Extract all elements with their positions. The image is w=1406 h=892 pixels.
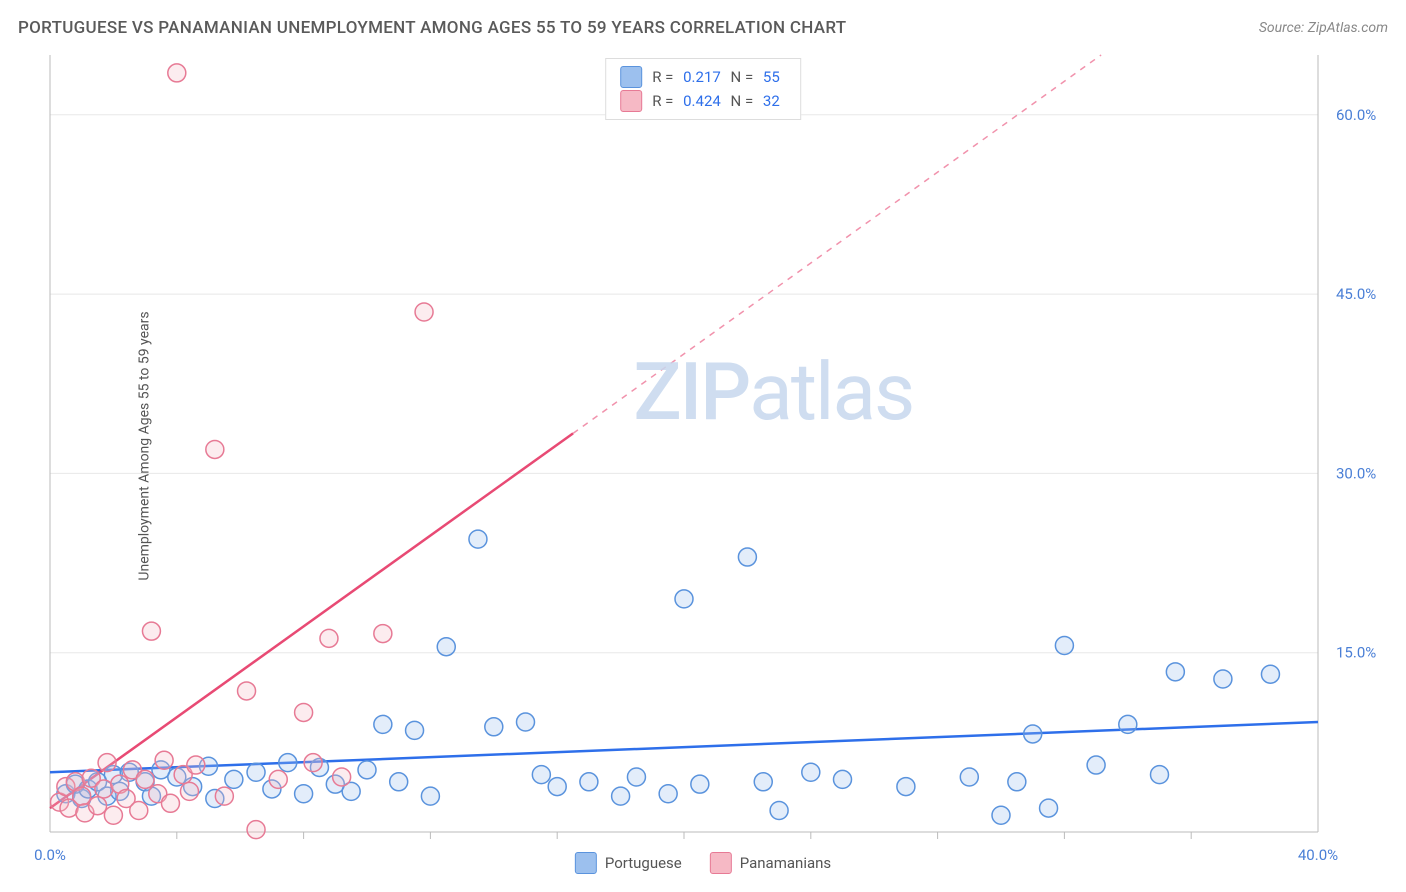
data-point bbox=[627, 768, 645, 786]
data-point bbox=[802, 763, 820, 781]
data-point bbox=[374, 715, 392, 733]
data-point bbox=[415, 303, 433, 321]
data-point bbox=[73, 787, 91, 805]
data-point bbox=[180, 782, 198, 800]
data-point bbox=[754, 773, 772, 791]
data-point bbox=[98, 754, 116, 772]
data-point bbox=[1055, 637, 1073, 655]
data-point bbox=[691, 775, 709, 793]
swatch-portuguese bbox=[620, 66, 642, 88]
data-point bbox=[517, 713, 535, 731]
data-point bbox=[548, 778, 566, 796]
data-point bbox=[168, 64, 186, 82]
data-point bbox=[295, 785, 313, 803]
data-point bbox=[333, 768, 351, 786]
data-point bbox=[279, 754, 297, 772]
data-point bbox=[485, 718, 503, 736]
svg-text:30.0%: 30.0% bbox=[1336, 464, 1376, 482]
data-point bbox=[187, 756, 205, 774]
legend-label-panamanians: Panamanians bbox=[740, 854, 831, 872]
data-point bbox=[1214, 670, 1232, 688]
data-point bbox=[675, 590, 693, 608]
data-point bbox=[238, 682, 256, 700]
data-point bbox=[269, 770, 287, 788]
data-point bbox=[304, 754, 322, 772]
data-point bbox=[1087, 756, 1105, 774]
data-point bbox=[215, 787, 233, 805]
data-point bbox=[960, 768, 978, 786]
data-point bbox=[897, 778, 915, 796]
legend-stats: R = 0.217 N = 55 R = 0.424 N = 32 bbox=[605, 58, 801, 120]
data-point bbox=[659, 785, 677, 803]
plot-area: 15.0%30.0%45.0%60.0%0.0%40.0% bbox=[50, 55, 1318, 832]
data-point bbox=[1151, 766, 1169, 784]
data-point bbox=[770, 801, 788, 819]
stat-text-portuguese: R = 0.217 N = 55 bbox=[652, 65, 786, 89]
swatch-portuguese-bottom bbox=[575, 852, 597, 874]
legend-row-panamanians: R = 0.424 N = 32 bbox=[620, 89, 786, 113]
data-point bbox=[358, 761, 376, 779]
data-point bbox=[104, 806, 122, 824]
data-point bbox=[247, 763, 265, 781]
data-point bbox=[206, 440, 224, 458]
data-point bbox=[532, 766, 550, 784]
data-point bbox=[437, 638, 455, 656]
data-point bbox=[295, 703, 313, 721]
data-point bbox=[1024, 725, 1042, 743]
data-point bbox=[469, 530, 487, 548]
data-point bbox=[834, 770, 852, 788]
data-point bbox=[1008, 773, 1026, 791]
svg-text:0.0%: 0.0% bbox=[34, 846, 66, 864]
legend-series: Portuguese Panamanians bbox=[575, 852, 831, 874]
data-point bbox=[374, 625, 392, 643]
legend-item-panamanians: Panamanians bbox=[710, 852, 831, 874]
data-point bbox=[155, 751, 173, 769]
svg-text:40.0%: 40.0% bbox=[1298, 846, 1338, 864]
data-point bbox=[390, 773, 408, 791]
data-point bbox=[421, 787, 439, 805]
data-point bbox=[406, 721, 424, 739]
data-point bbox=[320, 629, 338, 647]
data-point bbox=[1040, 799, 1058, 817]
data-point bbox=[130, 801, 148, 819]
source-label: Source: ZipAtlas.com bbox=[1259, 20, 1388, 36]
data-point bbox=[89, 797, 107, 815]
data-point bbox=[612, 787, 630, 805]
swatch-panamanians-bottom bbox=[710, 852, 732, 874]
data-point bbox=[142, 622, 160, 640]
data-point bbox=[1261, 665, 1279, 683]
legend-item-portuguese: Portuguese bbox=[575, 852, 682, 874]
data-point bbox=[992, 806, 1010, 824]
svg-text:60.0%: 60.0% bbox=[1336, 106, 1376, 124]
swatch-panamanians bbox=[620, 90, 642, 112]
data-point bbox=[161, 794, 179, 812]
svg-text:15.0%: 15.0% bbox=[1336, 644, 1376, 662]
data-point bbox=[1119, 715, 1137, 733]
svg-text:45.0%: 45.0% bbox=[1336, 285, 1376, 303]
stat-text-panamanians: R = 0.424 N = 32 bbox=[652, 89, 786, 113]
data-point bbox=[1166, 663, 1184, 681]
data-point bbox=[136, 770, 154, 788]
data-point bbox=[247, 821, 265, 839]
legend-label-portuguese: Portuguese bbox=[605, 854, 682, 872]
data-point bbox=[738, 548, 756, 566]
legend-row-portuguese: R = 0.217 N = 55 bbox=[620, 65, 786, 89]
data-point bbox=[580, 773, 598, 791]
chart-title: PORTUGUESE VS PANAMANIAN UNEMPLOYMENT AM… bbox=[18, 18, 846, 38]
chart-svg: 15.0%30.0%45.0%60.0%0.0%40.0% bbox=[50, 55, 1318, 832]
data-point bbox=[225, 770, 243, 788]
